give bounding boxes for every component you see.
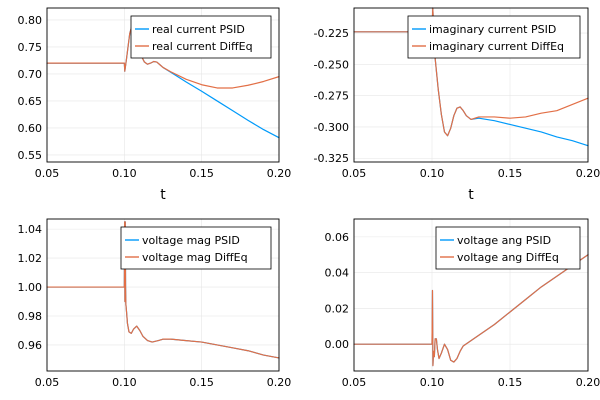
legend-box — [130, 15, 272, 59]
y-tick-label: 1.04 — [18, 223, 43, 236]
x-ticks: 0.05 0.10 0.15 0.20 — [342, 376, 600, 389]
x-tick-label: 0.15 — [189, 376, 214, 389]
x-ticks: 0.05 0.10 0.15 0.20 — [35, 167, 292, 180]
y-tick-label: 0.06 — [325, 231, 350, 244]
x-tick-label: 0.10 — [112, 376, 137, 389]
y-tick-label: 0.60 — [18, 122, 43, 135]
x-tick-label: 0.20 — [576, 376, 600, 389]
y-tick-label: -0.275 — [314, 90, 349, 103]
x-tick-label: 0.05 — [342, 376, 367, 389]
y-tick-label: 0.98 — [18, 310, 43, 323]
voltage-ang-panel: 0.05 0.10 0.15 0.20 0.00 0.02 0.04 0.06 … — [325, 218, 600, 389]
imaginary-current-panel: 0.05 0.10 0.15 0.20 -0.325 -0.300 -0.275… — [314, 7, 600, 203]
y-tick-label: -0.250 — [314, 58, 349, 71]
series-lines — [46, 24, 280, 139]
legend: real current PSID real current DiffEq — [130, 15, 272, 59]
series-line-psid — [353, 254, 589, 367]
y-ticks: 0.55 0.60 0.65 0.70 0.75 0.80 — [18, 14, 43, 162]
y-tick-label: 0.65 — [18, 95, 43, 108]
x-tick-label: 0.10 — [420, 376, 445, 389]
x-ticks: 0.05 0.10 0.15 0.20 — [342, 167, 600, 180]
legend-label: voltage mag DiffEq — [142, 251, 248, 264]
y-tick-label: 0.02 — [325, 302, 350, 315]
x-tick-label: 0.10 — [420, 167, 445, 180]
y-tick-label: 1.00 — [18, 281, 43, 294]
legend-label: imaginary current DiffEq — [429, 40, 564, 53]
plot-frame — [353, 218, 589, 372]
y-ticks: -0.325 -0.300 -0.275 -0.250 -0.225 — [314, 27, 349, 165]
legend-label: real current PSID — [152, 23, 245, 36]
x-axis-label: t — [468, 187, 474, 203]
x-axis-label: t — [160, 187, 166, 203]
legend-label: real current DiffEq — [152, 40, 253, 53]
series-line-diffeq — [353, 254, 589, 367]
y-tick-label: 0.55 — [18, 149, 43, 162]
legend: voltage mag PSID voltage mag DiffEq — [120, 226, 272, 270]
series-lines — [353, 254, 589, 367]
voltage-mag-panel: 0.05 0.10 0.15 0.20 0.96 0.98 1.00 1.02 … — [18, 218, 292, 389]
y-ticks: 0.96 0.98 1.00 1.02 1.04 — [18, 223, 43, 352]
x-tick-label: 0.15 — [498, 167, 523, 180]
y-tick-label: -0.325 — [314, 152, 349, 165]
series-lines — [353, 7, 589, 147]
x-tick-label: 0.05 — [342, 167, 367, 180]
y-tick-label: -0.300 — [314, 121, 349, 134]
x-tick-label: 0.15 — [498, 376, 523, 389]
x-tick-label: 0.20 — [267, 376, 292, 389]
legend-box — [120, 226, 272, 270]
legend-label: imaginary current PSID — [429, 23, 556, 36]
x-tick-label: 0.20 — [267, 167, 292, 180]
x-tick-label: 0.20 — [576, 167, 600, 180]
legend-label: voltage mag PSID — [142, 234, 240, 247]
y-tick-label: 0.75 — [18, 41, 43, 54]
y-tick-label: 0.70 — [18, 68, 43, 81]
x-ticks: 0.05 0.10 0.15 0.20 — [35, 376, 292, 389]
legend-label: voltage ang PSID — [457, 234, 551, 247]
y-tick-label: 0.96 — [18, 339, 43, 352]
y-tick-label: 0.80 — [18, 14, 43, 27]
legend-label: voltage ang DiffEq — [457, 251, 559, 264]
legend-box — [407, 15, 581, 59]
x-tick-label: 0.10 — [112, 167, 137, 180]
series-line-diffeq — [353, 7, 589, 137]
y-tick-label: 0.04 — [325, 267, 350, 280]
y-ticks: 0.00 0.02 0.04 0.06 — [325, 231, 350, 351]
plot-frame — [353, 7, 589, 163]
x-tick-label: 0.05 — [35, 376, 60, 389]
series-line-diffeq — [46, 24, 280, 89]
x-tick-label: 0.05 — [35, 167, 60, 180]
plot-frame — [46, 218, 280, 372]
y-tick-label: 1.02 — [18, 252, 43, 265]
y-tick-label: 0.00 — [325, 338, 350, 351]
legend: imaginary current PSID imaginary current… — [407, 15, 581, 59]
x-tick-label: 0.15 — [189, 167, 214, 180]
real-current-panel: 0.05 0.10 0.15 0.20 0.55 0.60 0.65 0.70 … — [18, 7, 292, 203]
legend: voltage ang PSID voltage ang DiffEq — [435, 226, 581, 270]
plot-frame — [46, 7, 280, 163]
y-tick-label: -0.225 — [314, 27, 349, 40]
legend-box — [435, 226, 581, 270]
